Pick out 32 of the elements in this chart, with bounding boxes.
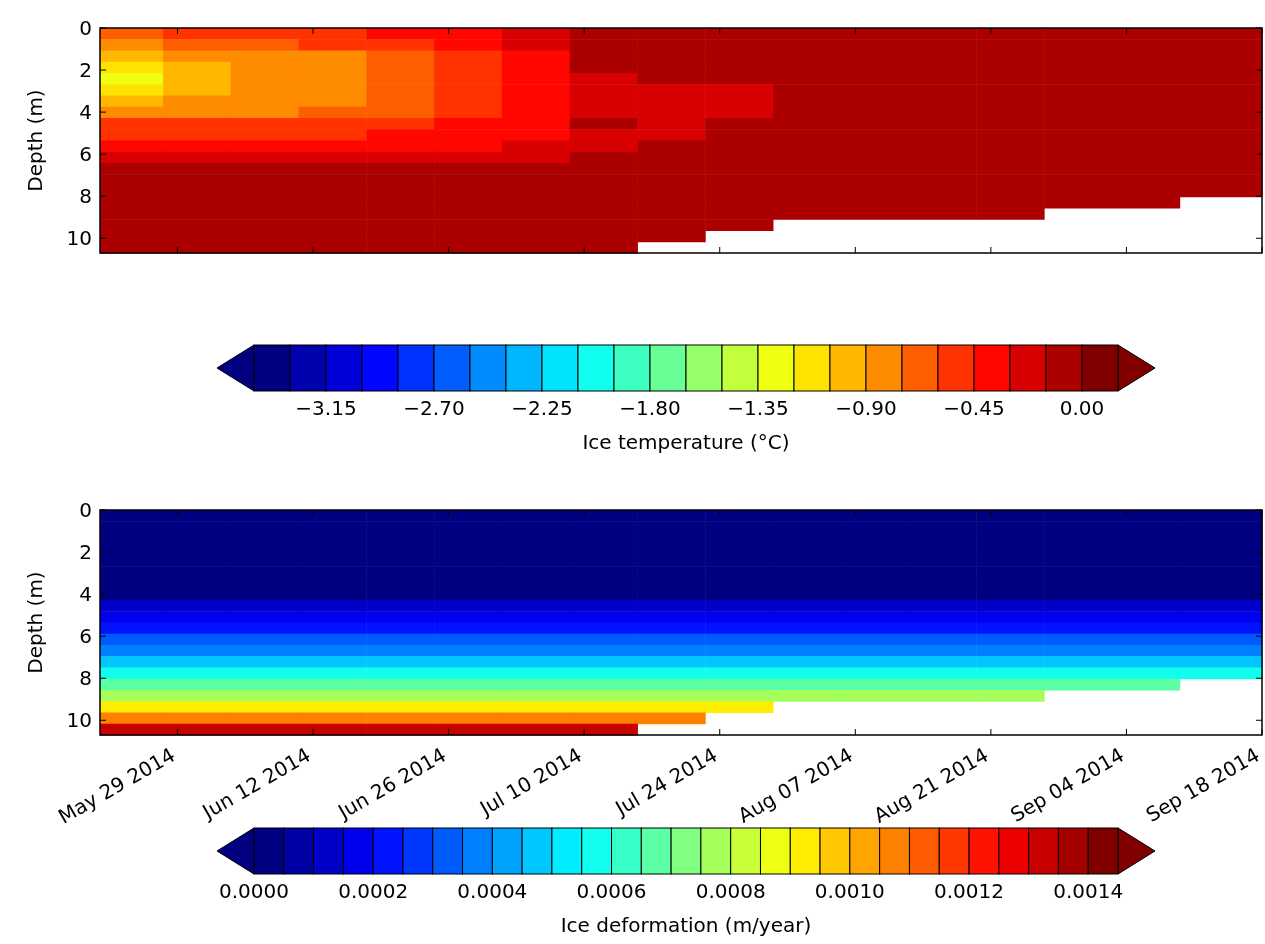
color-bar-label: 0.0010 bbox=[814, 879, 885, 903]
y-tick-label: 8 bbox=[79, 184, 92, 209]
y-tick-label: 4 bbox=[79, 582, 92, 607]
color-bar-title: Ice temperature (°C) bbox=[582, 430, 790, 454]
y-tick-label: 10 bbox=[66, 226, 92, 251]
color-bar-label: 0.0008 bbox=[695, 879, 766, 903]
y-tick-label: 8 bbox=[79, 666, 92, 691]
color-bar-label: 0.0014 bbox=[1053, 879, 1124, 903]
y-tick-label: 0 bbox=[79, 16, 92, 40]
color-bar-label: −2.70 bbox=[403, 396, 465, 420]
color-bar-label: 0.0000 bbox=[219, 879, 289, 903]
y-axis-title: Depth (m) bbox=[23, 571, 47, 674]
color-bar-label: −3.15 bbox=[295, 396, 357, 420]
color-bar-label: 0.0002 bbox=[338, 879, 409, 903]
y-tick-label: 6 bbox=[79, 624, 92, 649]
color-bar-label: −0.90 bbox=[835, 396, 897, 420]
y-tick-label: 6 bbox=[79, 142, 92, 167]
color-bar-label: 0.0004 bbox=[457, 879, 528, 903]
y-axis-title: Depth (m) bbox=[23, 89, 47, 192]
color-bar-label: 0.0012 bbox=[934, 879, 1005, 903]
y-tick-label: 2 bbox=[79, 58, 92, 83]
color-bar-label: 0.00 bbox=[1059, 396, 1105, 420]
color-bar-label: 0.0006 bbox=[576, 879, 647, 903]
color-bar-title: Ice deformation (m/year) bbox=[560, 913, 812, 937]
color-bar-label: −0.45 bbox=[943, 396, 1005, 420]
color-bar-label: −2.25 bbox=[511, 396, 573, 420]
color-bar-label: −1.80 bbox=[619, 396, 681, 420]
y-tick-label: 4 bbox=[79, 100, 92, 125]
color-bar-label: −1.35 bbox=[727, 396, 789, 420]
y-tick-label: 2 bbox=[79, 540, 92, 565]
y-tick-label: 10 bbox=[66, 708, 92, 733]
y-tick-label: 0 bbox=[79, 498, 92, 522]
